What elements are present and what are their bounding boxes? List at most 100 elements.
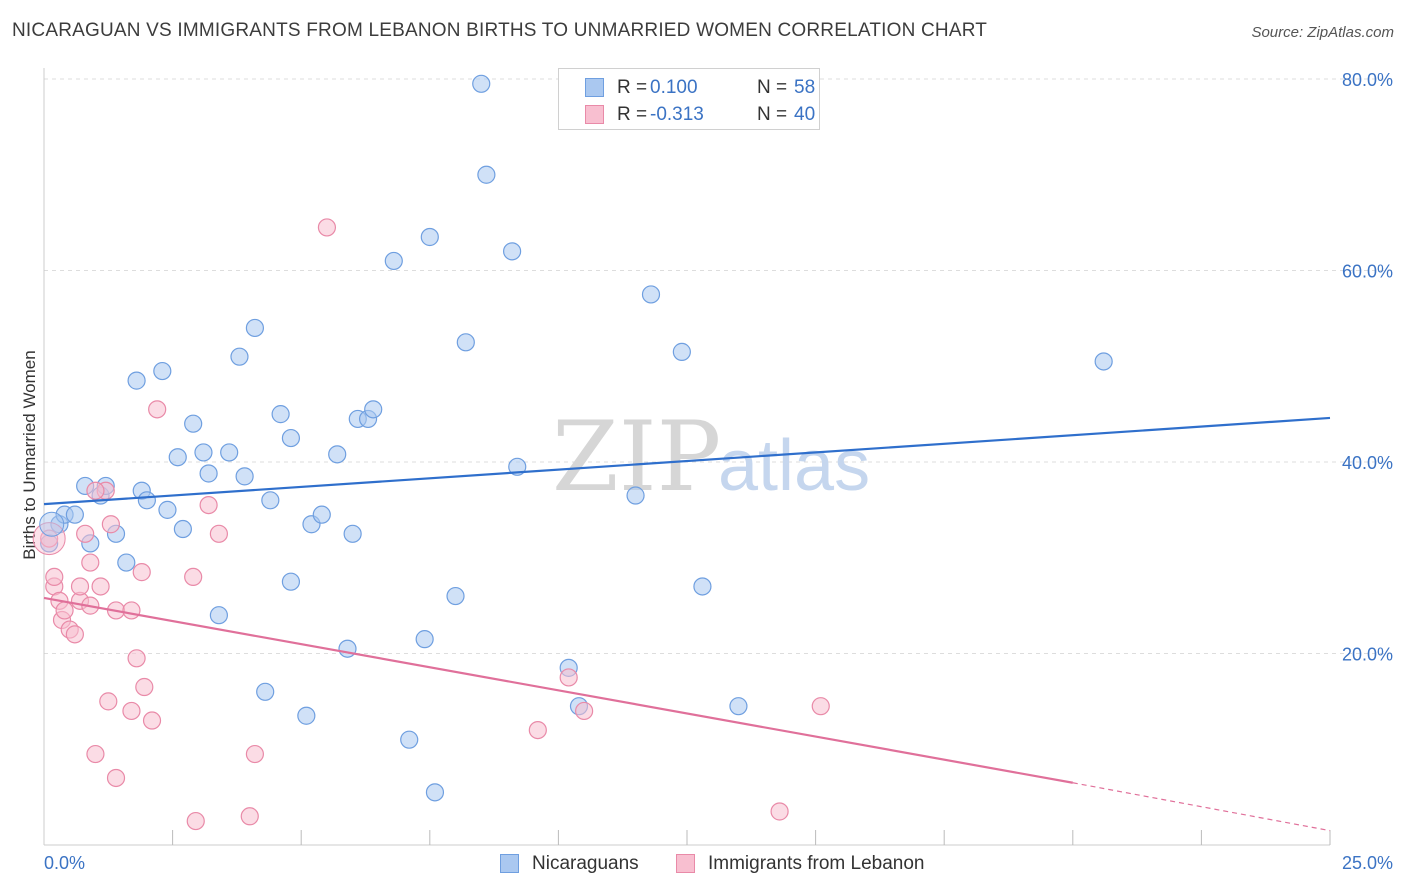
legend-n-label: N = [757,77,788,98]
legend-n-value: 58 [794,77,816,98]
point-nicaraguans [693,577,712,596]
x-tick-label-max: 25.0% [1342,853,1393,873]
point-lebanon [70,577,90,596]
watermark-atlas: atlas [718,426,870,506]
point-lebanon [122,701,141,721]
point-nicaraguans [220,443,239,462]
point-nicaraguans [297,706,316,725]
point-nicaraguans [425,783,445,802]
point-nicaraguans [158,500,177,519]
y-tick-label: 80.0% [1342,70,1393,90]
point-nicaraguans [137,491,156,510]
point-nicaraguans [729,697,748,716]
point-lebanon [81,553,100,572]
point-lebanon [86,744,105,764]
point-nicaraguans [477,165,496,184]
point-nicaraguans [256,682,275,701]
point-lebanon [770,802,789,821]
legend-series-label: Immigrants from Lebanon [708,853,925,874]
point-nicaraguans [400,730,419,749]
point-nicaraguans [672,342,691,361]
point-lebanon [76,524,95,543]
trend-lines [43,416,1331,832]
point-nicaraguans [261,491,280,510]
point-lebanon [575,701,594,721]
data-points [32,74,1113,831]
point-nicaraguans [281,428,301,448]
y-tick-label: 20.0% [1342,645,1393,665]
point-nicaraguans [472,74,491,93]
point-nicaraguans [235,467,254,486]
point-lebanon [184,567,203,587]
point-lebanon [199,495,218,515]
point-lebanon [55,601,74,620]
trend-line-lebanon [43,596,1073,784]
legend-r-value: -0.313 [650,104,704,125]
point-lebanon [245,744,265,764]
x-tick-label-min: 0.0% [44,853,85,873]
legend-swatch-blue [585,78,604,97]
legend-swatch-blue [500,854,519,873]
point-lebanon [65,625,84,644]
point-lebanon [91,577,110,596]
point-nicaraguans [199,464,218,483]
point-lebanon [45,567,64,587]
point-lebanon [528,720,547,740]
legend-swatch-pink [676,854,695,873]
point-nicaraguans [384,251,403,271]
point-lebanon [811,697,830,716]
point-nicaraguans [117,553,136,572]
point-nicaraguans [312,505,331,524]
legend-r-value: 0.100 [650,77,698,98]
watermark: ZIP atlas [552,401,870,513]
point-nicaraguans [168,448,187,467]
point-nicaraguans [153,361,172,381]
point-nicaraguans [641,285,661,304]
point-nicaraguans [184,414,203,433]
point-lebanon [122,601,141,620]
trend-line-lebanon-extrapolated [1072,782,1331,832]
point-nicaraguans [626,486,645,505]
y-tick-label: 60.0% [1342,262,1393,282]
stats-legend: R = 0.100 N = 58 R = -0.313 N = 40 [558,68,820,130]
source-label: Source: ZipAtlas.com [1251,24,1394,41]
point-nicaraguans [127,371,146,390]
trend-line-nicaraguans [43,416,1331,506]
point-nicaraguans [364,400,383,419]
point-lebanon [132,563,151,582]
point-nicaraguans [271,405,290,424]
tick-labels: 20.0% 40.0% 60.0% 80.0% 0.0% 25.0% [44,70,1393,873]
point-nicaraguans [343,524,362,543]
point-nicaraguans [173,519,192,539]
point-lebanon [99,692,118,711]
legend-swatch-pink [585,105,604,124]
axes [43,68,1331,846]
point-nicaraguans [446,586,465,606]
point-nicaraguans [281,572,301,591]
point-nicaraguans [194,443,213,462]
point-lebanon [186,811,205,831]
chart-title: NICARAGUAN VS IMMIGRANTS FROM LEBANON BI… [12,20,988,41]
point-nicaraguans [328,445,347,464]
point-nicaraguans [1094,352,1113,371]
point-nicaraguans-large [39,511,65,537]
legend-n-label: N = [757,104,788,125]
point-nicaraguans [230,347,249,366]
legend-n-value: 40 [794,104,816,125]
point-nicaraguans [456,333,475,352]
point-nicaraguans [65,505,84,524]
point-nicaraguans [415,630,434,649]
point-nicaraguans [209,606,228,625]
point-lebanon [317,218,337,237]
legend-r-label: R = [617,104,648,125]
point-lebanon [101,515,120,534]
point-lebanon [240,807,259,826]
point-lebanon [559,668,578,687]
point-nicaraguans [503,242,522,261]
point-lebanon [148,400,167,419]
point-lebanon [135,677,154,697]
point-lebanon [86,481,105,500]
point-lebanon [127,649,146,668]
legend-r-label: R = [617,77,648,98]
